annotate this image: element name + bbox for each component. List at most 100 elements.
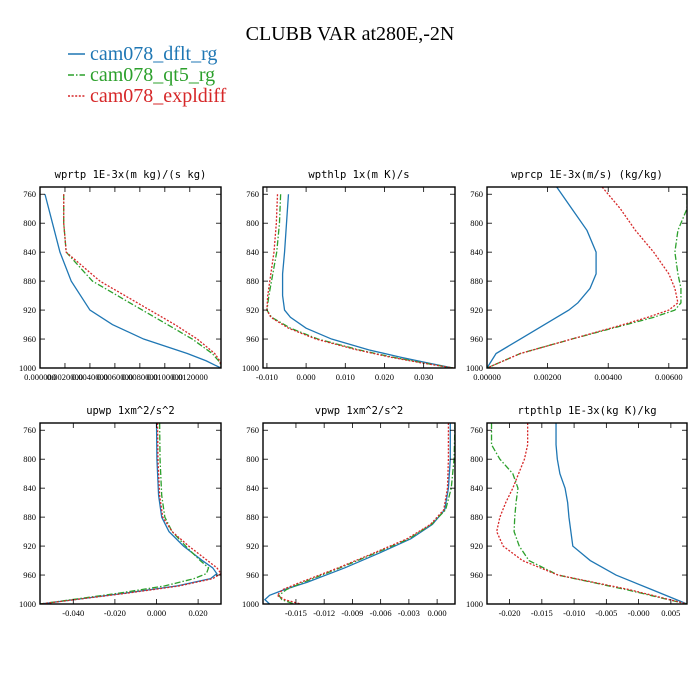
panel: wpthlp 1x(m K)/s 1000 960 920 880 840 800 760 -0… — [242, 169, 456, 382]
panels: wprtp 1E-3x(m kg)/(s kg) 1000 960 920 880 840… — [19, 169, 688, 618]
plot-frame — [486, 186, 688, 369]
x-tick-label: -0.020 — [499, 608, 521, 618]
x-tick-label: -0.005 — [595, 608, 617, 618]
x-tick-label: 0.0040000 — [72, 372, 108, 382]
x-tick-label: 0.00400 — [594, 372, 622, 382]
panel: wprtp 1E-3x(m kg)/(s kg) 1000 960 920 880 840… — [19, 169, 222, 382]
x-tick-label: -0.003 — [398, 608, 420, 618]
y-tick-label: 800 — [470, 454, 483, 464]
y-tick-label: 880 — [23, 512, 36, 522]
y-tick-label: 960 — [470, 334, 483, 344]
panel: upwp 1xm^2/s^2 1000 960 920 880 840 800 760 -0.0… — [19, 405, 222, 618]
x-tick-label: 0.020 — [375, 372, 394, 382]
y-tick-label: 800 — [246, 218, 259, 228]
series-line-cam078_qt5_rg — [63, 194, 221, 368]
legend-entry: cam078_qt5_rg — [68, 64, 215, 86]
x-tick-label: 0.0060000 — [97, 372, 133, 382]
curves — [266, 194, 454, 368]
legend-entry: cam078_expldiff — [68, 85, 227, 107]
x-tick-label: 0.020 — [189, 608, 208, 618]
y-tick-label: 1000 — [242, 599, 259, 609]
plot-frame — [39, 422, 222, 605]
series-line-cam078_qt5_rg — [490, 423, 687, 604]
y-tick-label: 880 — [246, 276, 259, 286]
curves — [40, 423, 221, 604]
series-line-cam078_qt5_rg — [40, 423, 210, 604]
y-tick-label: 880 — [470, 512, 483, 522]
legend-label: cam078_expldiff — [90, 85, 227, 107]
series-line-cam078_dflt_rg — [40, 423, 218, 604]
y-tick-label: 760 — [23, 189, 36, 199]
y-tick-label: 960 — [470, 570, 483, 580]
series-line-cam078_dflt_rg — [44, 194, 221, 368]
x-tick-label: 0.0020000 — [47, 372, 83, 382]
legend: cam078_dflt_rgcam078_qt5_rgcam078_expldi… — [68, 43, 227, 107]
x-tick-label: -0.000 — [628, 608, 650, 618]
x-tick-label: 0.00200 — [534, 372, 562, 382]
series-line-cam078_dflt_rg — [487, 187, 597, 368]
x-tick-label: -0.009 — [341, 608, 363, 618]
y-tick-label: 920 — [470, 541, 483, 551]
panel: rtpthlp 1E-3x(kg K)/kg 1000 960 920 880 840 80… — [466, 405, 688, 618]
series-line-cam078_expldiff — [495, 423, 687, 604]
curves — [490, 423, 687, 604]
x-tick-label: 0.010 — [336, 372, 355, 382]
y-tick-label: 880 — [470, 276, 483, 286]
y-tick-label: 960 — [246, 570, 259, 580]
y-tick-label: 960 — [246, 334, 259, 344]
series-line-cam078_dflt_rg — [281, 194, 454, 368]
legend-label: cam078_dflt_rg — [90, 43, 217, 65]
y-tick-label: 760 — [246, 425, 259, 435]
y-tick-label: 960 — [23, 334, 36, 344]
y-tick-label: 760 — [23, 425, 36, 435]
panel-title: rtpthlp 1E-3x(kg K)/kg — [517, 405, 656, 417]
figure-title: CLUBB VAR at280E,-2N — [246, 23, 455, 45]
y-tick-label: 880 — [246, 512, 259, 522]
series-line-cam078_expldiff — [63, 194, 221, 368]
series-line-cam078_qt5_rg — [266, 194, 454, 368]
x-tick-label: 0.0100000 — [147, 372, 183, 382]
x-tick-label: -0.015 — [285, 608, 307, 618]
x-tick-label: 0.005 — [661, 608, 680, 618]
x-tick-label: -0.006 — [370, 608, 392, 618]
x-tick-label: 0.00000 — [473, 372, 501, 382]
x-tick-label: -0.010 — [563, 608, 585, 618]
x-tick-label: 0.000 — [147, 608, 166, 618]
y-tick-label: 1000 — [242, 363, 259, 373]
plot-frame — [486, 422, 688, 605]
y-tick-label: 920 — [23, 305, 36, 315]
y-tick-label: 920 — [246, 541, 259, 551]
y-tick-label: 1000 — [466, 363, 483, 373]
y-tick-label: 840 — [470, 483, 483, 493]
y-tick-label: 840 — [246, 483, 259, 493]
panel-title: wpthlp 1x(m K)/s — [308, 169, 409, 181]
curves — [263, 423, 455, 604]
y-tick-label: 760 — [470, 425, 483, 435]
y-tick-label: 760 — [470, 189, 483, 199]
y-tick-label: 920 — [246, 305, 259, 315]
panel: vpwp 1xm^2/s^2 1000 960 920 880 840 800 760 -0.0… — [242, 405, 456, 618]
series-line-cam078_expldiff — [487, 187, 679, 368]
y-tick-label: 840 — [23, 247, 36, 257]
panel-title: wprtp 1E-3x(m kg)/(s kg) — [55, 169, 207, 181]
x-tick-label: -0.015 — [531, 608, 553, 618]
x-tick-label: -0.012 — [313, 608, 335, 618]
y-tick-label: 800 — [23, 454, 36, 464]
series-line-cam078_expldiff — [266, 194, 454, 368]
x-tick-label: 0.000000 — [24, 372, 56, 382]
x-tick-label: 0.0120000 — [172, 372, 208, 382]
curves — [44, 194, 221, 368]
x-tick-label: 0.000 — [297, 372, 316, 382]
panel-title: wprcp 1E-3x(m/s) (kg/kg) — [511, 169, 663, 181]
panel: wprcp 1E-3x(m/s) (kg/kg) 1000 960 920 880 840… — [466, 169, 688, 382]
series-line-cam078_dflt_rg — [263, 423, 451, 604]
legend-entry: cam078_dflt_rg — [68, 43, 217, 65]
plot-frame — [262, 186, 456, 369]
x-tick-label: -0.010 — [256, 372, 278, 382]
y-tick-label: 960 — [23, 570, 36, 580]
y-tick-label: 1000 — [19, 363, 36, 373]
y-tick-label: 760 — [246, 189, 259, 199]
x-tick-label: 0.000 — [428, 608, 447, 618]
x-tick-label: 0.030 — [414, 372, 433, 382]
